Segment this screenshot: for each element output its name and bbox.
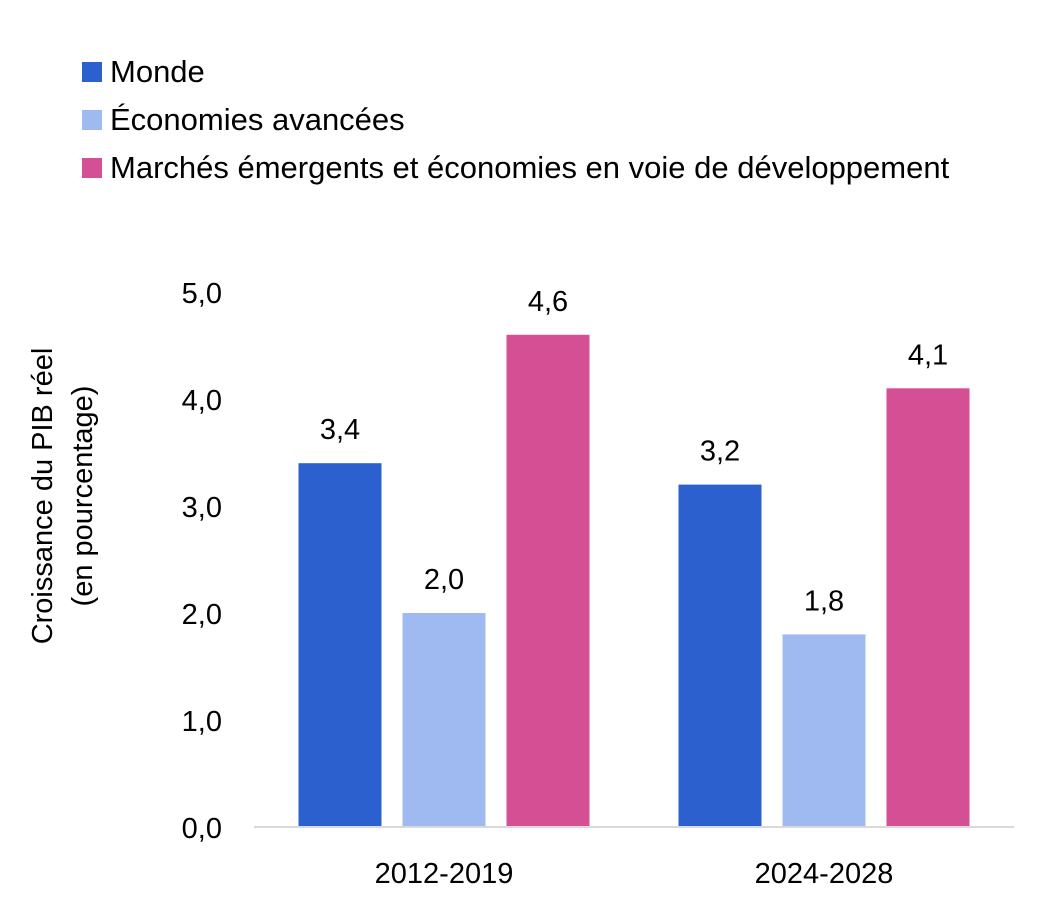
bar	[298, 463, 382, 827]
bar-value-label: 4,1	[908, 339, 948, 371]
legend: Monde Économies avancées Marchés émergen…	[82, 48, 949, 192]
legend-swatch-monde	[82, 62, 102, 82]
y-axis-title-line2: (en pourcentage)	[67, 386, 99, 607]
bar	[402, 613, 486, 827]
bar	[886, 388, 970, 827]
y-tick-label: 4,0	[182, 385, 222, 417]
y-tick-label: 2,0	[182, 599, 222, 631]
legend-label-monde: Monde	[110, 54, 205, 89]
y-tick-label: 3,0	[182, 492, 222, 524]
bar	[678, 484, 762, 827]
bar-value-label: 2,0	[424, 564, 464, 596]
y-tick-label: 5,0	[182, 278, 222, 310]
y-axis-title-line1: Croissance du PIB réel	[27, 348, 59, 645]
bar-value-label: 3,4	[320, 414, 360, 446]
bar	[782, 634, 866, 827]
legend-item-economies-avancees: Économies avancées	[82, 96, 949, 144]
bar-value-label: 3,2	[700, 436, 740, 468]
bar	[506, 334, 590, 827]
legend-item-marches-emergents: Marchés émergents et économies en voie d…	[82, 144, 949, 192]
bars	[298, 334, 970, 827]
legend-label-economies-avancees: Économies avancées	[110, 102, 405, 137]
bar-value-label: 1,8	[804, 585, 844, 617]
y-tick-label: 0,0	[182, 813, 222, 845]
x-axis-ticks: 2012-2019 2024-2028	[375, 858, 894, 890]
y-axis-ticks: 0,0 1,0 2,0 3,0 4,0 5,0	[182, 278, 222, 845]
legend-label-marches-emergents: Marchés émergents et économies en voie d…	[110, 150, 950, 185]
y-axis-title: Croissance du PIB réel (en pourcentage)	[27, 348, 99, 645]
legend-swatch-marches-emergents	[82, 158, 102, 178]
bar-value-label: 4,6	[528, 286, 568, 318]
y-tick-label: 1,0	[182, 706, 222, 738]
legend-item-monde: Monde	[82, 48, 949, 96]
bar-value-labels: 3,4 2,0 4,6 3,2 1,8 4,1	[320, 286, 948, 618]
legend-swatch-economies-avancees	[82, 110, 102, 130]
x-tick-label: 2012-2019	[375, 858, 514, 890]
x-tick-label: 2024-2028	[755, 858, 894, 890]
